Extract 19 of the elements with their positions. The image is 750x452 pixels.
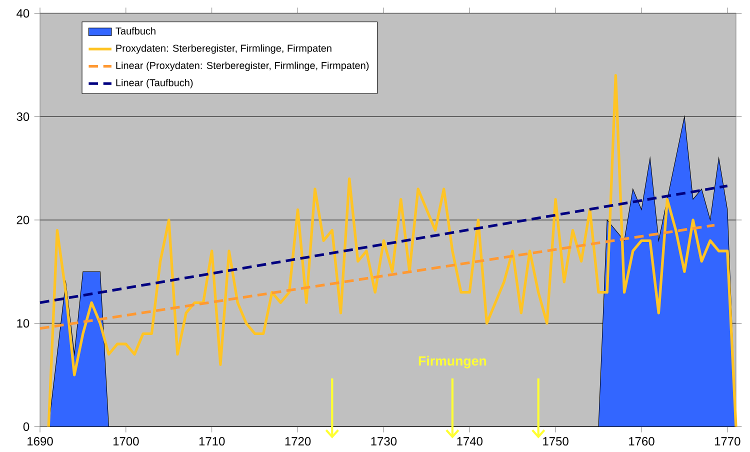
x-tick-label: 1760	[629, 437, 654, 446]
x-tick-label: 1700	[114, 437, 139, 446]
y-tick-label: 10	[17, 319, 30, 328]
x-tick-label: 1720	[285, 437, 311, 446]
legend-label: Linear (Taufbuch)	[116, 78, 193, 88]
x-tick-label: 1730	[371, 437, 397, 446]
legend-label: Proxydaten: Sterberegister, Firmlinge, Firmpaten	[116, 44, 332, 54]
y-tick-label: 40	[16, 9, 30, 18]
legend-label: Linear (Proxydaten: Sterberegister, Firmlinge, Firmpaten)	[116, 62, 369, 72]
x-tick-label: 1710	[199, 437, 225, 446]
x-tick-label: 1750	[543, 437, 568, 446]
y-tick-label: 30	[16, 112, 30, 121]
x-tick-label: 1690	[28, 437, 53, 446]
y-tick-label: 0	[23, 422, 30, 431]
x-tick-label: 1740	[457, 437, 483, 446]
legend-label: Taufbuch	[116, 27, 156, 35]
y-tick-label: 20	[16, 216, 30, 224]
x-tick-label: 1770	[714, 437, 740, 446]
annotation: Firmungen	[418, 356, 486, 368]
